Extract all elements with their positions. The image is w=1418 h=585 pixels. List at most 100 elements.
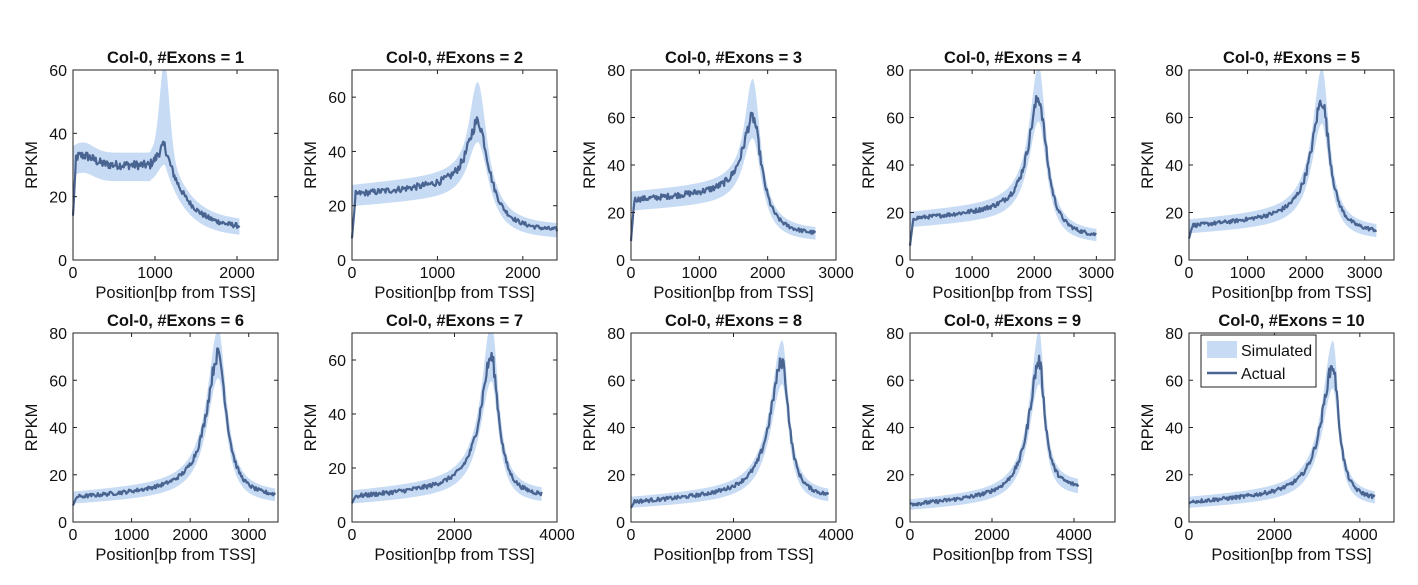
subplot-title: Col-0, #Exons = 8 [665, 312, 802, 330]
y-tick-label: 40 [607, 421, 625, 438]
y-tick-label: 80 [49, 326, 67, 343]
series-simulated-band [73, 333, 276, 504]
x-tick-label: 1000 [1230, 265, 1266, 282]
y-axis-label: RPKM [1139, 141, 1157, 189]
series-actual-line [1188, 365, 1376, 505]
y-tick-label: 20 [328, 199, 346, 216]
y-tick-label: 80 [607, 63, 625, 80]
x-tick-label: 0 [1185, 265, 1194, 282]
y-tick-label: 0 [616, 253, 625, 270]
y-tick-label: 40 [1165, 421, 1183, 438]
series-actual-line [71, 347, 277, 506]
subplot-exons-9: 0 20 40 60 80 0 2000 4000 Col-0, #Exons = 9 Posit… [860, 312, 1116, 564]
y-tick-label: 80 [607, 326, 625, 343]
y-axis-label: RPKM [23, 404, 41, 452]
x-tick-label: 2000 [1288, 265, 1324, 282]
y-tick-label: 0 [58, 515, 67, 532]
y-tick-label: 60 [328, 353, 346, 370]
y-tick-label: 0 [895, 515, 904, 532]
y-tick-label: 40 [328, 144, 346, 161]
x-axis-label: Position[bp from TSS] [95, 284, 255, 302]
y-axis-label: RPKM [860, 141, 878, 189]
x-axis-label: Position[bp from TSS] [653, 546, 813, 564]
y-tick-label: 80 [886, 326, 904, 343]
subplot-exons-3: 0 20 40 60 80 0 1000 2000 3000 Col-0, #Exons = 3 P… [581, 49, 854, 302]
x-axis-label: Position[bp from TSS] [653, 284, 813, 302]
y-tick-label: 20 [886, 206, 904, 223]
legend-label-simulated: Simulated [1241, 343, 1312, 360]
y-tick-label: 60 [607, 373, 625, 390]
y-tick-label: 20 [49, 468, 67, 485]
y-tick-label: 60 [49, 373, 67, 390]
x-tick-label: 4000 [1342, 527, 1378, 544]
y-tick-label: 40 [886, 421, 904, 438]
y-axis-label: RPKM [860, 404, 878, 452]
x-tick-label: 0 [627, 527, 636, 544]
x-tick-label: 0 [69, 265, 78, 282]
y-tick-label: 60 [886, 373, 904, 390]
subplot-exons-7: 0 20 40 60 0 2000 4000 Col-0, #Exons = 7 Positio… [302, 312, 575, 564]
x-tick-label: 1000 [114, 527, 150, 544]
y-tick-label: 60 [607, 111, 625, 128]
y-tick-label: 20 [607, 206, 625, 223]
y-tick-label: 20 [328, 461, 346, 478]
subplot-title: Col-0, #Exons = 10 [1218, 312, 1364, 330]
x-axis-label: Position[bp from TSS] [374, 284, 534, 302]
y-tick-label: 80 [1165, 63, 1183, 80]
x-tick-label: 1000 [682, 265, 718, 282]
subplot-exons-1: 0 20 40 60 0 1000 2000 Col-0, #Exons = 1 Positio… [23, 49, 279, 302]
x-tick-label: 0 [69, 527, 78, 544]
subplot-title: Col-0, #Exons = 9 [944, 312, 1081, 330]
x-tick-label: 1000 [954, 265, 990, 282]
series-simulated-band [631, 78, 816, 240]
x-tick-label: 2000 [172, 527, 208, 544]
subplot-exons-5: 0 20 40 60 80 0 1000 2000 3000 Col-0, #Exons = 5 P… [1139, 49, 1395, 302]
x-tick-label: 2000 [1257, 527, 1293, 544]
y-tick-label: 20 [1165, 206, 1183, 223]
x-tick-label: 0 [348, 527, 357, 544]
y-axis-label: RPKM [302, 404, 320, 452]
y-tick-label: 60 [1165, 373, 1183, 390]
axes-box [909, 332, 1116, 523]
subplot-title: Col-0, #Exons = 3 [665, 49, 802, 67]
x-axis-label: Position[bp from TSS] [932, 546, 1092, 564]
x-tick-label: 1000 [137, 265, 173, 282]
y-tick-label: 40 [49, 421, 67, 438]
x-tick-label: 2000 [716, 527, 752, 544]
series-simulated-band [73, 70, 240, 235]
y-tick-label: 60 [328, 90, 346, 107]
series-actual-line [630, 357, 830, 509]
y-tick-label: 60 [49, 63, 67, 80]
series-actual-line [350, 116, 559, 239]
subplot-exons-8: 0 20 40 60 80 0 2000 4000 Col-0, #Exons = 8 Posit… [581, 312, 854, 564]
y-tick-label: 0 [337, 253, 346, 270]
y-tick-label: 0 [1174, 253, 1183, 270]
legend-label-actual: Actual [1241, 366, 1285, 383]
series-simulated-band [631, 340, 829, 508]
series-actual-line [629, 111, 817, 242]
x-tick-label: 2000 [505, 265, 541, 282]
x-tick-label: 2000 [1016, 265, 1052, 282]
y-tick-label: 0 [58, 253, 67, 270]
subplot-title: Col-0, #Exons = 1 [107, 49, 244, 67]
x-tick-label: 1000 [420, 265, 456, 282]
y-tick-label: 80 [1165, 326, 1183, 343]
series-actual-line [909, 354, 1080, 507]
x-tick-label: 3000 [1347, 265, 1383, 282]
x-tick-label: 2000 [437, 527, 473, 544]
series-actual-line [351, 351, 543, 504]
y-tick-label: 60 [1165, 111, 1183, 128]
series-actual-line [1187, 99, 1378, 239]
y-axis-label: RPKM [581, 404, 599, 452]
y-axis-label: RPKM [1139, 404, 1157, 452]
x-tick-label: 2000 [750, 265, 786, 282]
y-tick-label: 40 [1165, 158, 1183, 175]
subplot-exons-6: 0 20 40 60 80 0 1000 2000 3000 Col-0, #Exons = 6 P… [23, 312, 279, 564]
subplot-exons-2: 0 20 40 60 0 1000 2000 Col-0, #Exons = 2 Positio… [302, 49, 559, 302]
x-axis-label: Position[bp from TSS] [95, 546, 255, 564]
y-tick-label: 20 [1165, 468, 1183, 485]
axes-box [72, 69, 279, 261]
subplot-exons-4: 0 20 40 60 80 0 1000 2000 3000 Col-0, #Exons = 4 P… [860, 49, 1116, 302]
subplot-title: Col-0, #Exons = 6 [107, 312, 244, 330]
